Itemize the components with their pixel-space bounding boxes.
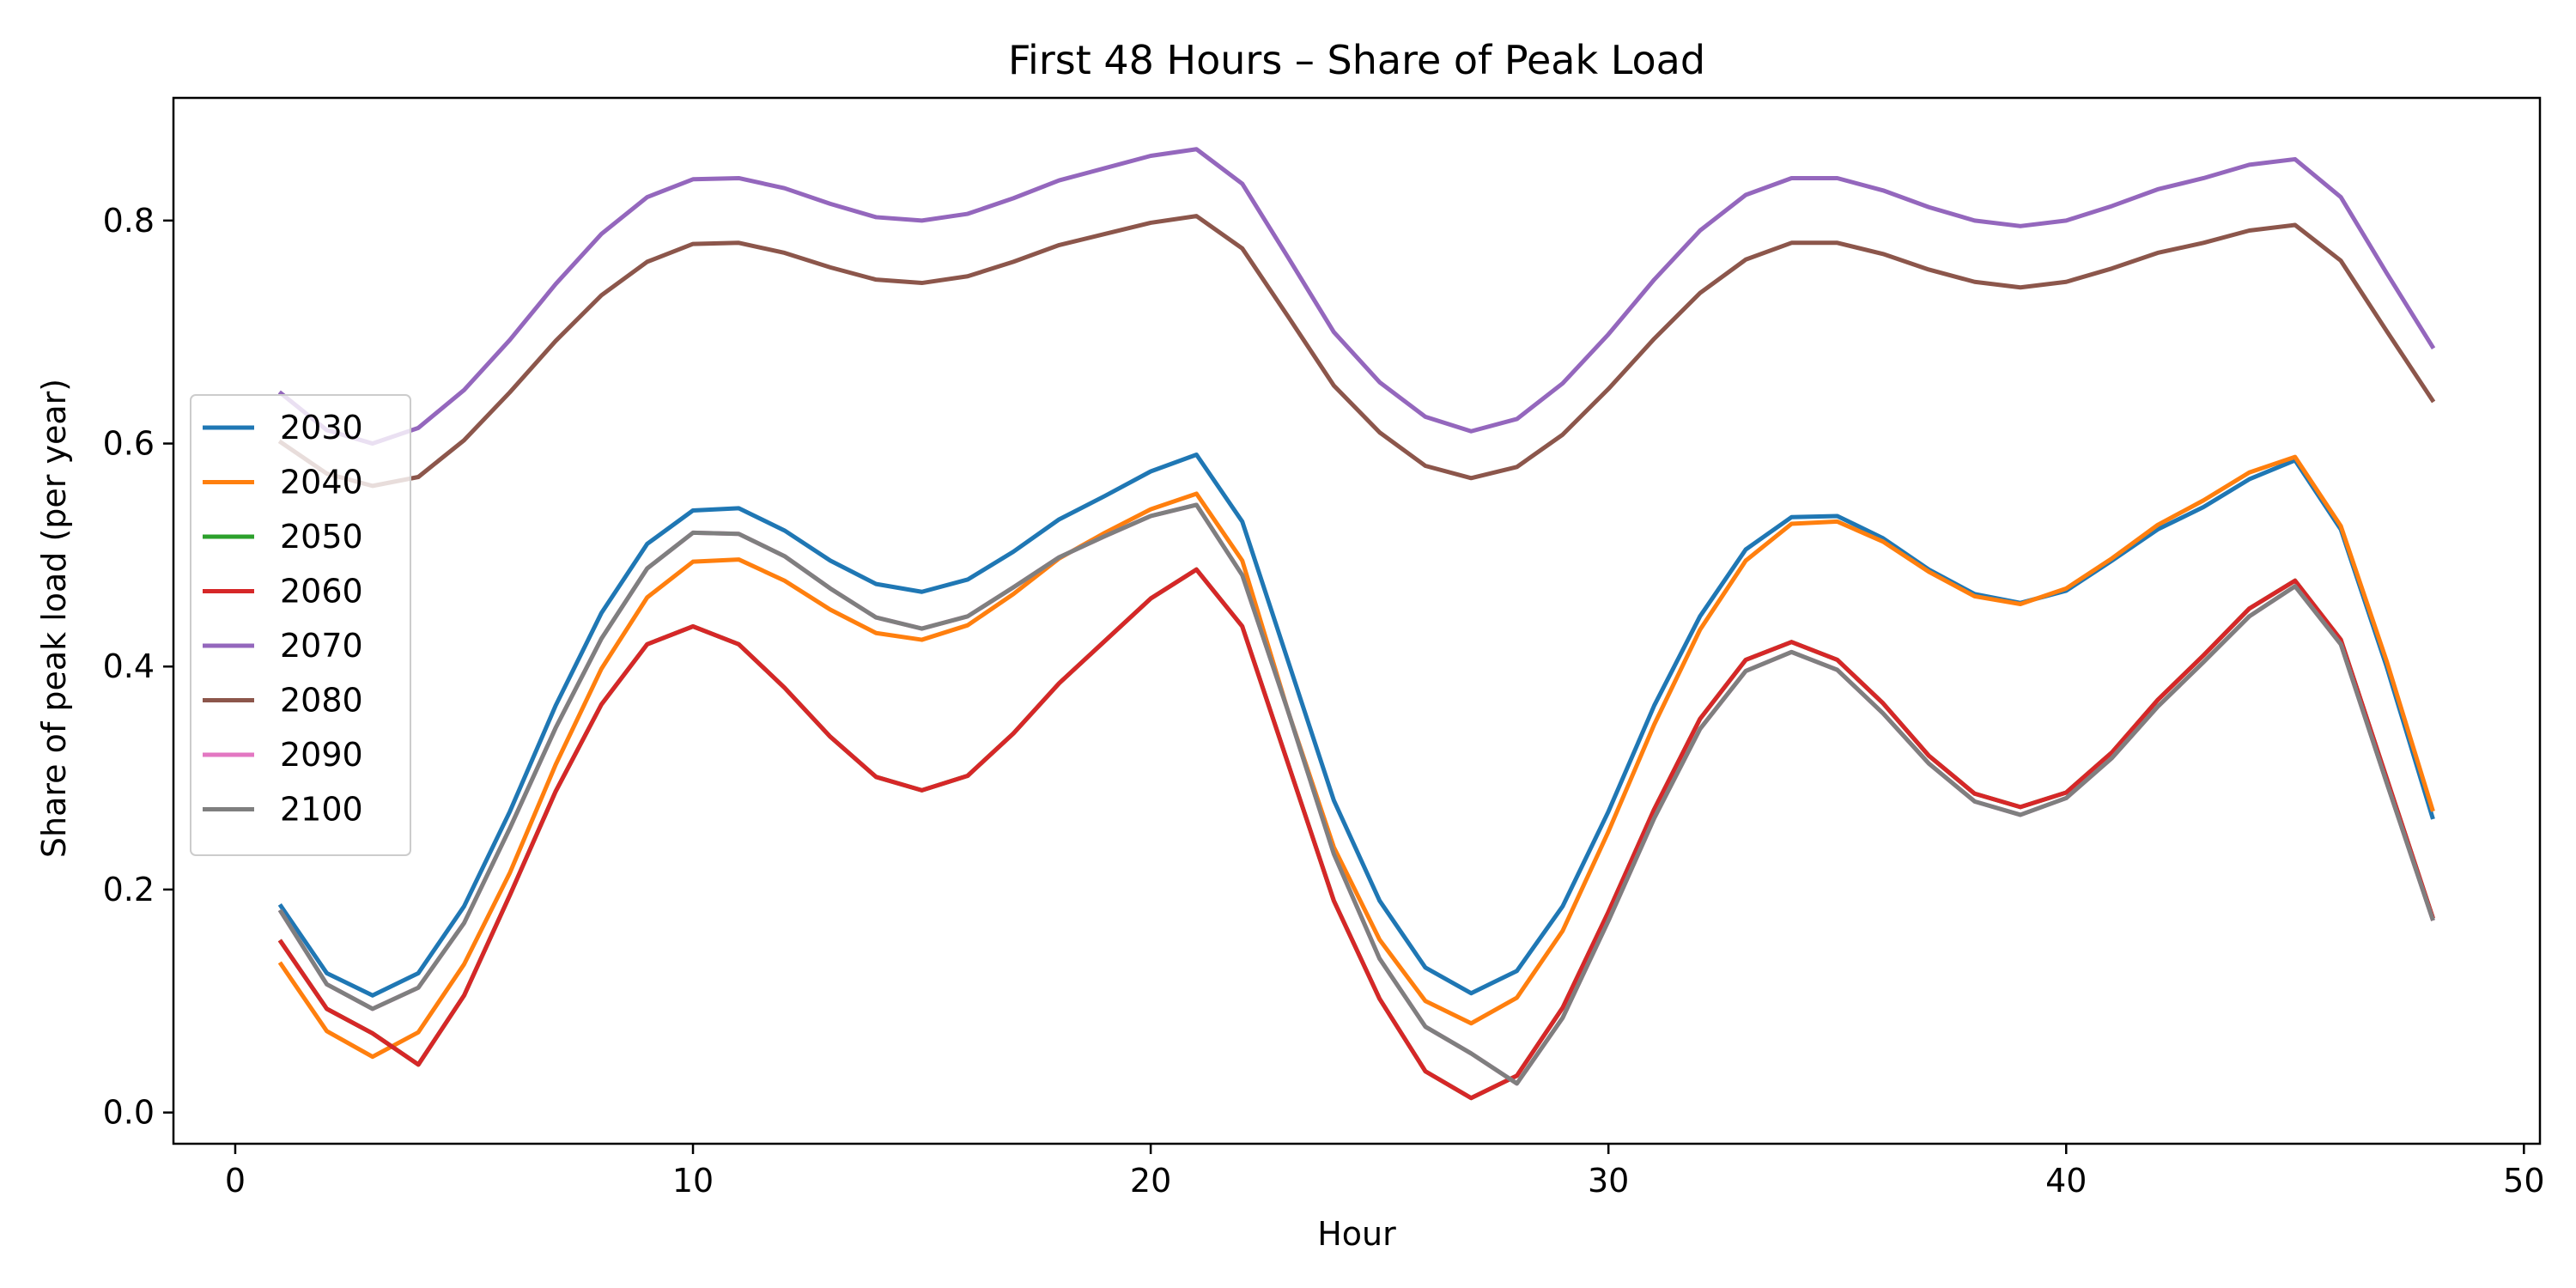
plot-frame	[172, 96, 2542, 1145]
y-tick-label: 0.4	[103, 647, 155, 685]
legend-label-2030: 2030	[280, 409, 363, 447]
legend: 2030 2040 2050 2060 2070 2080 2090 2100	[190, 394, 411, 856]
legend-label-2090: 2090	[280, 736, 363, 774]
y-tick-label: 0.6	[103, 425, 155, 463]
x-axis-title: Hour	[1317, 1215, 1396, 1253]
series-line-2100	[277, 502, 2435, 1086]
tick-layer: 0 10 20 30 40 500.00.20.40.60.8	[103, 202, 2545, 1200]
legend-label-2060: 2060	[280, 573, 363, 611]
legend-label-2040: 2040	[280, 464, 363, 501]
x-tick-label: 40	[2045, 1162, 2087, 1200]
series-line-2090	[277, 502, 2435, 1086]
legend-label-2080: 2080	[280, 682, 363, 720]
series-line-2050	[277, 567, 2435, 1101]
series-line-2060	[277, 567, 2435, 1101]
legend-label-2070: 2070	[280, 627, 363, 665]
series-line-2030	[277, 453, 2435, 998]
series-line-2080	[277, 214, 2436, 489]
y-tick-label: 0.2	[103, 871, 155, 908]
x-tick-label: 30	[1588, 1162, 1629, 1200]
x-tick-label: 20	[1130, 1162, 1171, 1200]
legend-label-2100: 2100	[280, 791, 363, 829]
chart-title: First 48 Hours – Share of Peak Load	[1008, 37, 1705, 83]
x-tick-label: 10	[672, 1162, 714, 1200]
series-layer	[277, 147, 2436, 1101]
y-tick-label: 0.8	[103, 202, 155, 240]
legend-label-2050: 2050	[280, 518, 363, 556]
x-tick-label: 0	[225, 1162, 246, 1200]
series-line-2040	[277, 454, 2435, 1060]
x-tick-label: 50	[2503, 1162, 2544, 1200]
series-line-2070	[277, 147, 2436, 447]
legend-box	[190, 394, 411, 856]
y-axis-title: Share of peak load (per year)	[35, 379, 73, 858]
y-tick-label: 0.0	[103, 1094, 155, 1132]
